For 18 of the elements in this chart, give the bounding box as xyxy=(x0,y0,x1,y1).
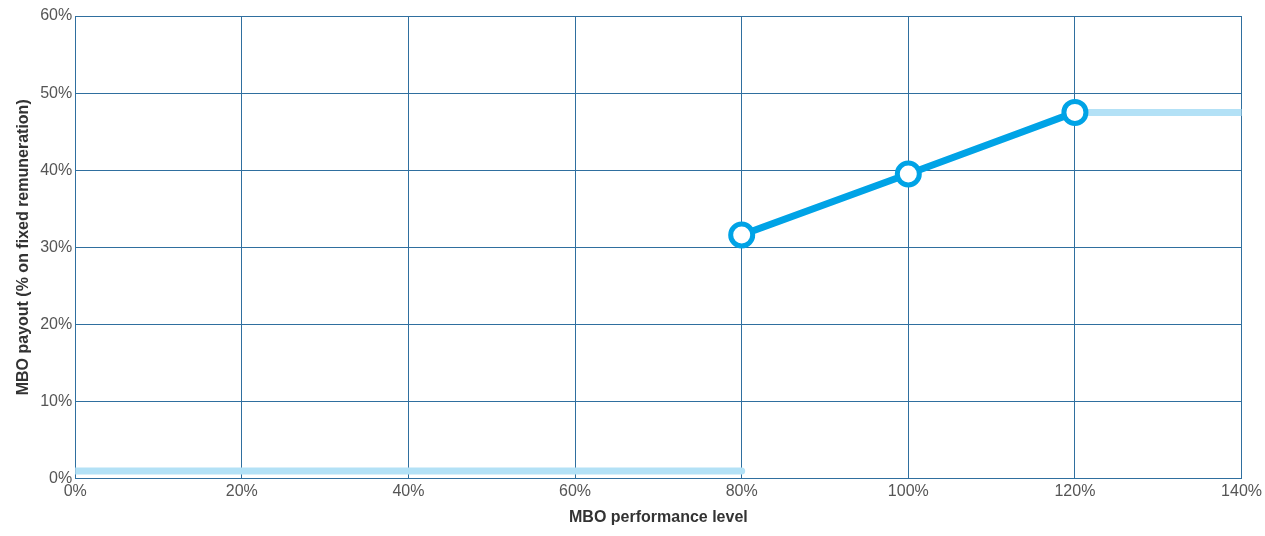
y-tick-label: 10% xyxy=(40,391,73,409)
y-tick-label: 30% xyxy=(40,237,73,255)
x-tick-label: 40% xyxy=(392,481,425,499)
y-tick-label: 20% xyxy=(40,314,73,332)
x-tick-label: 60% xyxy=(559,481,592,499)
x-tick-label: 20% xyxy=(225,481,258,499)
point xyxy=(728,221,756,249)
y-tick-label: 50% xyxy=(40,83,73,101)
x-tick-label: 140% xyxy=(1221,481,1262,499)
x-tick-label: 100% xyxy=(887,481,929,499)
x-tick-label: 80% xyxy=(725,481,758,499)
x-tick-label: 120% xyxy=(1054,481,1096,499)
y-tick-label: 60% xyxy=(40,6,73,24)
y-tick-label: 40% xyxy=(40,160,73,178)
point xyxy=(894,160,922,188)
point xyxy=(1061,98,1089,126)
y-axis-title: MBO payout (% on fixed remuneration) xyxy=(14,99,32,396)
x-axis-title: MBO performance level xyxy=(569,507,748,525)
